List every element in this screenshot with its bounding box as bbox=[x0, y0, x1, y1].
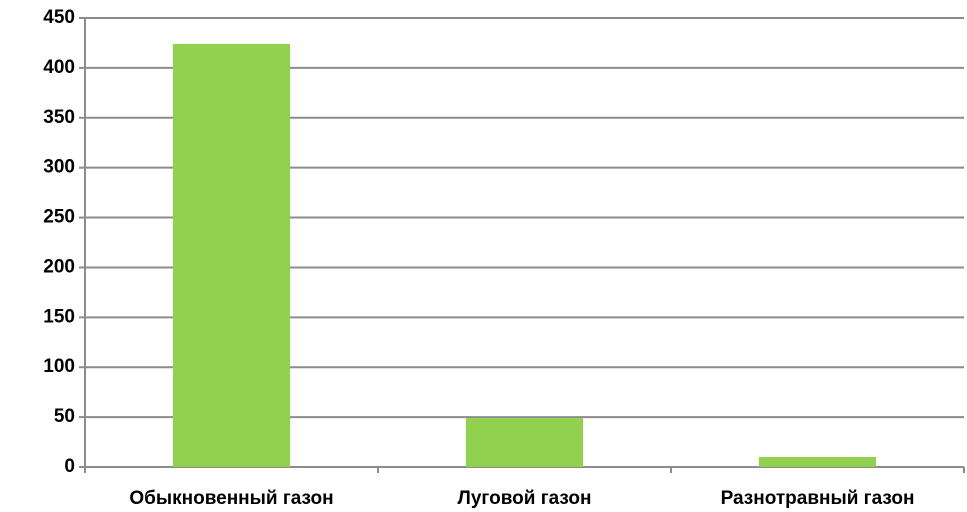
bar bbox=[465, 418, 584, 467]
x-tick-label: Разнотравный газон bbox=[721, 488, 915, 509]
y-tick-label: 450 bbox=[43, 7, 75, 28]
bar bbox=[172, 43, 291, 467]
y-tick-label: 400 bbox=[43, 57, 75, 78]
y-tick-label: 250 bbox=[43, 207, 75, 228]
x-tick-label: Луговой газон bbox=[458, 488, 592, 509]
y-tick-label: 350 bbox=[43, 107, 75, 128]
y-tick-label: 0 bbox=[64, 456, 75, 477]
y-tick-label: 150 bbox=[43, 306, 75, 327]
y-tick-label: 50 bbox=[54, 406, 75, 427]
y-tick-label: 200 bbox=[43, 256, 75, 277]
y-tick-label: 100 bbox=[43, 356, 75, 377]
bar bbox=[758, 457, 877, 467]
x-tick-label: Обыкновенный газон bbox=[129, 488, 333, 509]
y-tick-label: 300 bbox=[43, 157, 75, 178]
